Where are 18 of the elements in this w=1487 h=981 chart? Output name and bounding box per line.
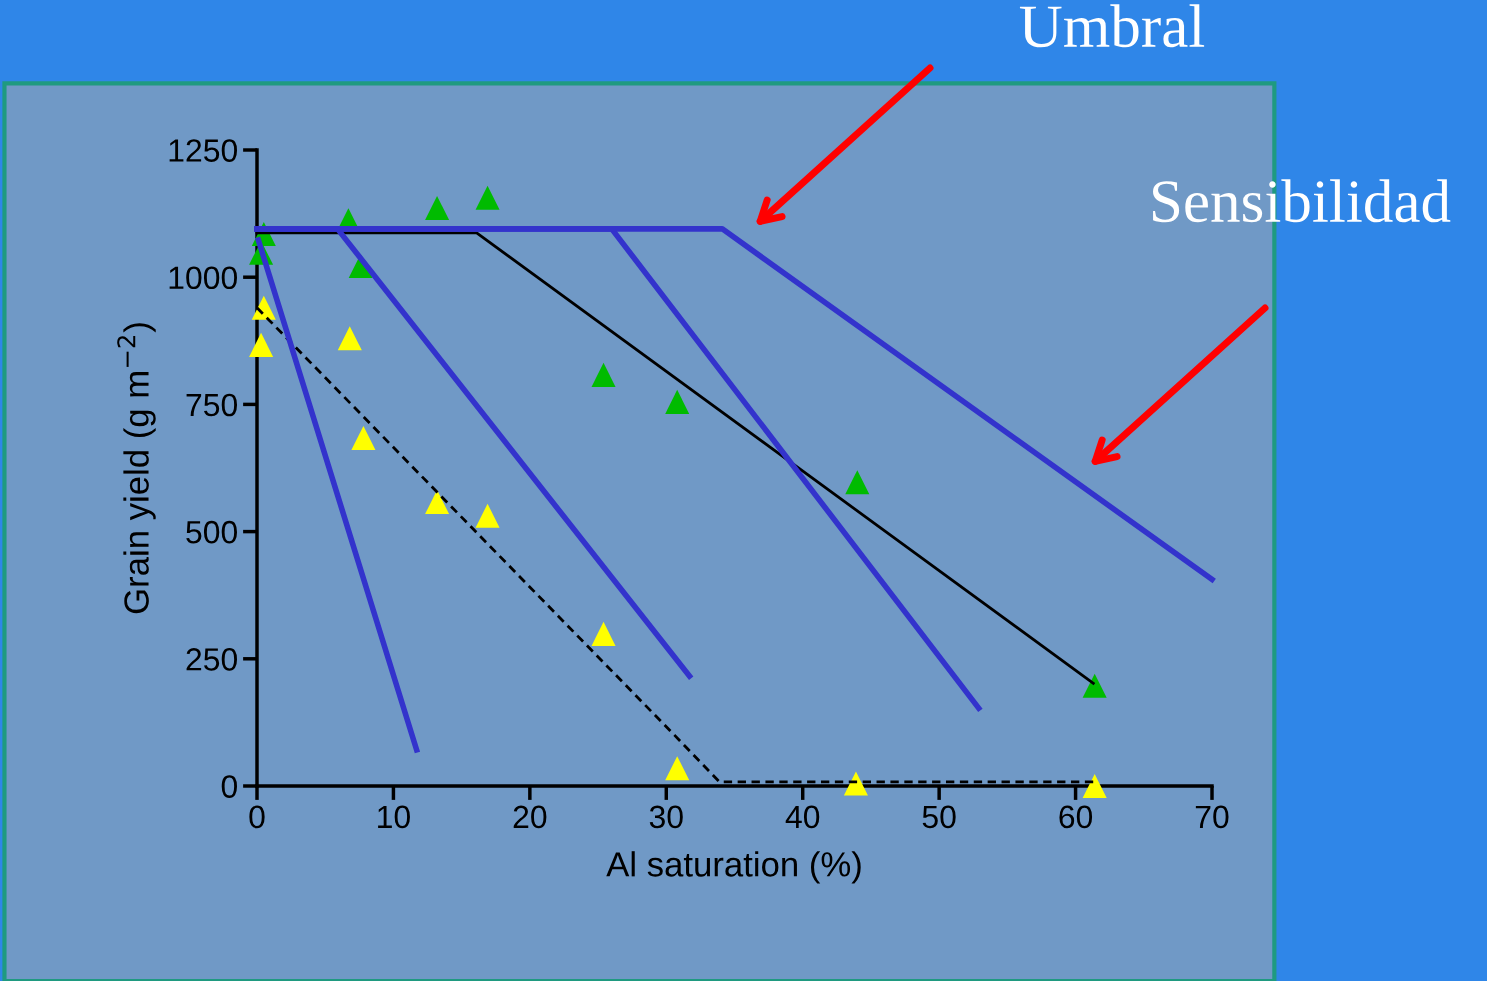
y-axis-title: Grain yield (g m$^{−2}$) <box>117 323 156 614</box>
annotation: Sensibilidad <box>1153 179 1451 223</box>
y-tick-label: 1000 <box>169 266 238 290</box>
y-tick-label: 500 <box>186 520 238 544</box>
x-tick-label: 20 <box>513 805 547 829</box>
x-tick-label: 40 <box>785 805 820 829</box>
y-tick-label: 750 <box>186 393 238 417</box>
y-tick-label: 250 <box>186 648 238 671</box>
x-tick-label: 30 <box>649 805 683 829</box>
x-tick-label: 70 <box>1195 805 1229 829</box>
x-tick-label: 60 <box>1059 805 1093 829</box>
y-tick-label: 1250 <box>169 139 238 162</box>
x-tick-label: 10 <box>378 805 410 829</box>
x-tick-label: 0 <box>249 805 265 829</box>
y-tick-label: 0 <box>221 775 237 798</box>
x-tick-label: 50 <box>922 805 956 829</box>
text: Umbral <box>1019 4 1205 48</box>
x-axis-title: Al saturation (%) <box>606 851 861 884</box>
